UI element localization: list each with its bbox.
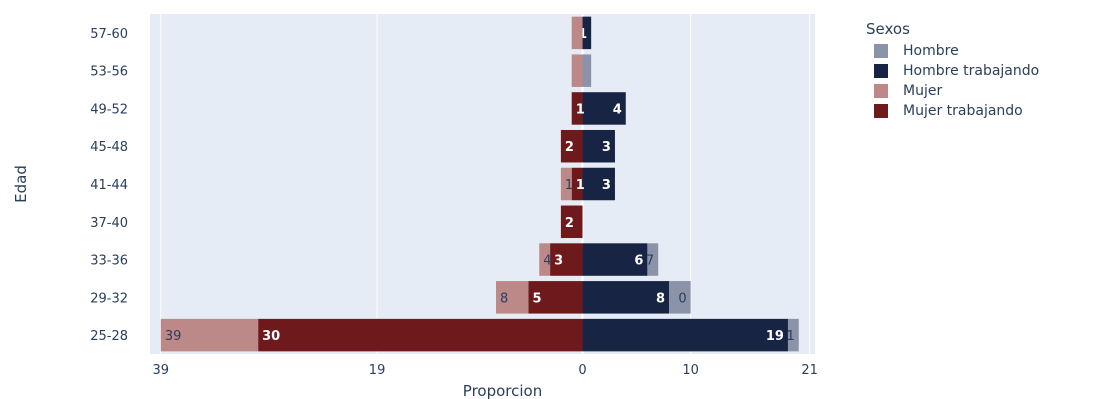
bar-label: 4 (543, 254, 551, 269)
bar-label: 5 (532, 291, 541, 306)
y-tick-label: 49-52 (90, 102, 128, 117)
bar-label: 19 (766, 329, 784, 344)
bar-label: 3 (554, 254, 563, 269)
bar-label: 1 (576, 102, 585, 117)
y-tick-label: 53-56 (90, 65, 128, 80)
bar (787, 318, 799, 352)
bar (582, 281, 670, 314)
bar (560, 205, 583, 239)
bar (582, 318, 788, 352)
bar-label: 6 (634, 254, 643, 269)
bar (539, 243, 551, 276)
bar (582, 54, 592, 87)
bar-label: 1 (786, 329, 794, 344)
bar-label: 2 (565, 216, 574, 231)
y-tick-label: 57-60 (90, 27, 128, 42)
bar (582, 92, 626, 125)
bar (582, 129, 615, 163)
bar-label: 7 (646, 254, 654, 269)
bar (582, 243, 648, 276)
legend: Sexos Hombre Hombre trabajando Mujer Muj… (866, 20, 1039, 121)
bar (582, 167, 615, 201)
legend-item-hombre[interactable]: Hombre (866, 41, 1039, 61)
y-tick-label: 33-36 (90, 254, 128, 269)
legend-item-mujer[interactable]: Mujer (866, 81, 1039, 101)
y-tick-label: 41-44 (90, 178, 128, 193)
bar (571, 16, 583, 50)
bar (160, 318, 259, 352)
bar-label: 1 (578, 27, 587, 42)
bar (528, 281, 583, 314)
bar (571, 167, 583, 201)
legend-label-hombre: Hombre (903, 43, 959, 59)
y-tick-label: 45-48 (90, 140, 128, 155)
bar (669, 281, 691, 314)
legend-title: Sexos (866, 20, 910, 38)
bar-label: 0 (678, 291, 686, 306)
legend-item-hombre-trabajando[interactable]: Hombre trabajando (866, 61, 1039, 81)
bar (560, 167, 572, 201)
bar (258, 318, 583, 352)
bar-label: 2 (565, 140, 574, 155)
bar-label: 8 (500, 291, 508, 306)
y-axis-title: Edad (12, 165, 30, 203)
bar-label: 30 (262, 329, 280, 344)
legend-label-mujer-trabajando: Mujer trabajando (903, 103, 1023, 119)
y-tick-label: 37-40 (90, 216, 128, 231)
legend-label-mujer: Mujer (903, 83, 943, 99)
bar (496, 281, 529, 314)
bar-label: 8 (656, 291, 665, 306)
x-tick-label: 19 (369, 363, 386, 378)
plot-area (150, 14, 815, 354)
bar-label: 39 (165, 329, 182, 344)
legend-item-mujer-trabajando[interactable]: Mujer trabajando (866, 101, 1039, 121)
x-tick-label: 39 (153, 363, 170, 378)
bar (571, 92, 583, 125)
bar (571, 54, 583, 87)
bar-label: 4 (613, 102, 622, 117)
x-tick-label: 10 (682, 363, 699, 378)
legend-swatch-hombre-trabajando (874, 64, 888, 78)
bar-label: 1 (576, 178, 585, 193)
legend-swatch-hombre (874, 44, 888, 58)
y-tick-label: 25-28 (90, 329, 128, 344)
legend-swatch-mujer-trabajando (874, 104, 888, 118)
bar-label: 1 (565, 178, 573, 193)
legend-label-hombre-trabajando: Hombre trabajando (903, 63, 1040, 79)
x-tick-label: 21 (801, 363, 818, 378)
bar (560, 129, 583, 163)
x-tick-label: 0 (578, 363, 586, 378)
legend-swatch-mujer (874, 84, 888, 98)
bar-label: 3 (602, 140, 611, 155)
x-axis-title: Proporcion (463, 382, 542, 399)
bar (647, 243, 659, 276)
bar-label: 3 (602, 178, 611, 193)
bar (550, 243, 583, 276)
bar (582, 16, 592, 50)
y-tick-label: 29-32 (90, 291, 128, 306)
